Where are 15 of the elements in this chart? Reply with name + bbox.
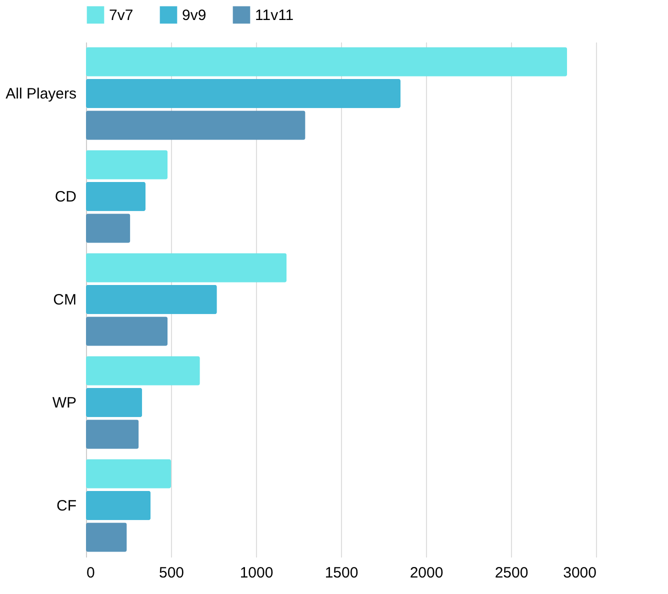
y-tick-label: WP [52,394,76,412]
legend-label: 7v7 [109,6,134,24]
x-tick-label: 0 [86,564,95,582]
x-tick-label: 3000 [563,564,596,582]
x-tick-label: 500 [158,564,184,582]
legend-label: 9v9 [182,6,206,24]
x-tick-label: 1000 [240,564,274,582]
y-tick-label: CF [56,498,76,514]
x-tick-label: 2500 [494,564,528,582]
x-tick-label: 2000 [410,564,444,582]
y-tick-label: CD [54,188,77,206]
legend-label: 11v11 [255,6,294,24]
y-tick-label: CM [53,292,76,308]
y-tick-label: All Players [6,86,76,102]
x-tick-label: 1500 [324,564,358,582]
